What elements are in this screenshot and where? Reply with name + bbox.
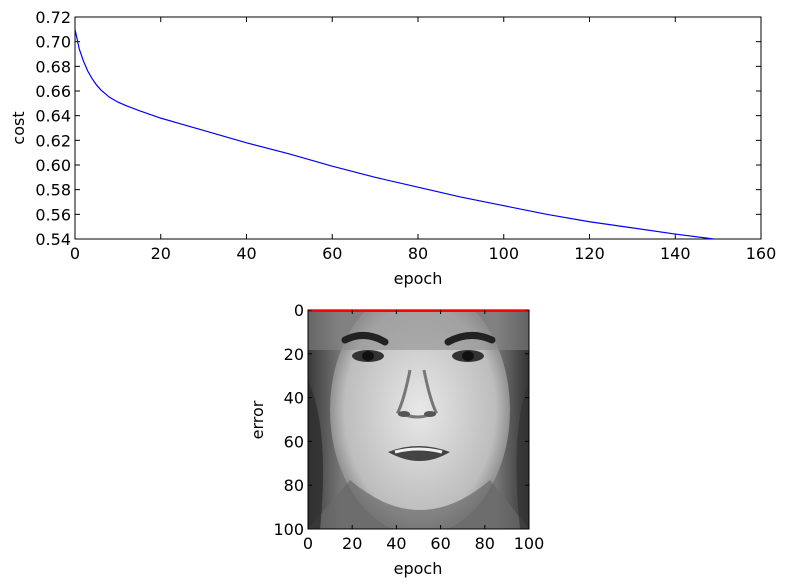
y-tick-label: 0.64	[35, 107, 71, 126]
img-x-tick-label: 0	[303, 534, 313, 553]
img-y-tick-label: 20	[284, 345, 304, 364]
img-x-tick-label: 40	[386, 534, 406, 553]
x-tick-label: 100	[488, 244, 519, 263]
x-tick-label: 160	[746, 244, 777, 263]
y-tick-label: 0.60	[35, 156, 71, 175]
y-tick-label: 0.70	[35, 33, 71, 52]
img-y-tick-label: 60	[284, 432, 304, 451]
cost-ylabel: cost	[9, 111, 28, 144]
y-tick-label: 0.68	[35, 57, 71, 76]
cost-chart: 0 20 40 60 80 100 120 140 160 0.54 0.56 0.58 0.60 0.6…	[9, 8, 776, 288]
img-x-tick-label: 60	[430, 534, 450, 553]
img-x-tick-label: 80	[475, 534, 495, 553]
img-y-tick-label: 80	[284, 476, 304, 495]
y-tick-label: 0.58	[35, 181, 71, 200]
y-tick-label: 0.72	[35, 8, 71, 27]
y-tick-label: 0.56	[35, 205, 71, 224]
cost-axis-ticks: 0 20 40 60 80 100 120 140 160 0.54 0.56 0.58 0.60 0.6…	[35, 8, 776, 263]
cost-plot-area	[74, 16, 762, 240]
img-y-tick-label: 0	[294, 301, 304, 320]
y-tick-label: 0.54	[35, 230, 71, 249]
img-y-tick-label: 40	[284, 389, 304, 408]
image-ylabel: error	[248, 400, 267, 439]
face-image	[308, 310, 529, 529]
x-tick-label: 40	[236, 244, 256, 263]
x-tick-label: 140	[660, 244, 691, 263]
img-x-tick-label: 20	[342, 534, 362, 553]
cost-line	[75, 29, 714, 239]
x-tick-label: 120	[574, 244, 605, 263]
y-tick-label: 0.62	[35, 131, 71, 150]
image-xlabel: epoch	[394, 559, 443, 578]
y-tick-label: 0.66	[35, 82, 71, 101]
x-tick-label: 80	[408, 244, 428, 263]
img-x-tick-label: 100	[514, 534, 545, 553]
cost-xlabel: epoch	[394, 269, 443, 288]
x-tick-label: 20	[151, 244, 171, 263]
cost-series	[75, 29, 714, 239]
x-tick-label: 0	[70, 244, 80, 263]
img-y-tick-label: 100	[273, 520, 304, 539]
x-tick-label: 60	[322, 244, 342, 263]
